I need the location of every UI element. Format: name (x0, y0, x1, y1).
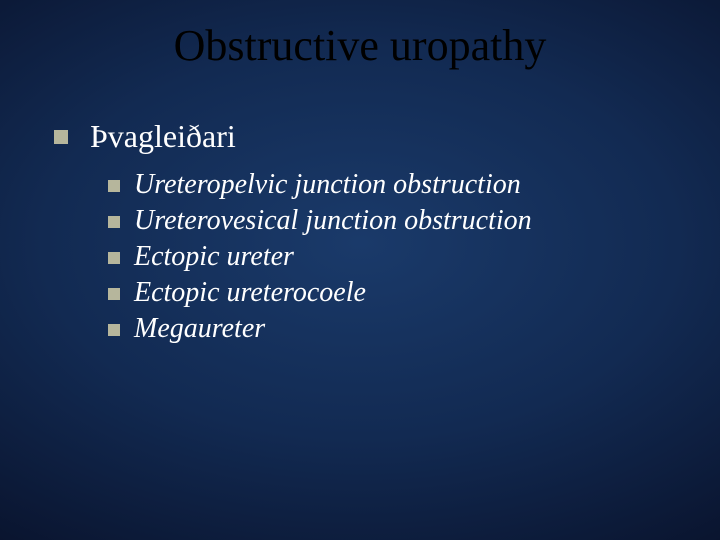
square-bullet-icon (54, 130, 68, 144)
square-bullet-icon (108, 324, 120, 336)
level2-text: Ureterovesical junction obstruction (134, 205, 532, 237)
level2-text: Ureteropelvic junction obstruction (134, 169, 521, 201)
square-bullet-icon (108, 216, 120, 228)
sublist: Ureteropelvic junction obstruction Urete… (108, 169, 680, 345)
level2-text: Megaureter (134, 313, 265, 345)
slide-title: Obstructive uropathy (0, 20, 720, 71)
level2-text: Ectopic ureter (134, 241, 294, 273)
square-bullet-icon (108, 288, 120, 300)
list-item-level2: Ectopic ureter (108, 241, 680, 273)
level2-text: Ectopic ureterocoele (134, 277, 366, 309)
list-item-level2: Megaureter (108, 313, 680, 345)
level1-text: Þvagleiðari (90, 118, 236, 155)
slide-content: Þvagleiðari Ureteropelvic junction obstr… (54, 118, 680, 349)
square-bullet-icon (108, 180, 120, 192)
list-item-level2: Ectopic ureterocoele (108, 277, 680, 309)
slide: Obstructive uropathy Þvagleiðari Uretero… (0, 0, 720, 540)
list-item-level2: Ureterovesical junction obstruction (108, 205, 680, 237)
square-bullet-icon (108, 252, 120, 264)
list-item-level1: Þvagleiðari (54, 118, 680, 155)
list-item-level2: Ureteropelvic junction obstruction (108, 169, 680, 201)
